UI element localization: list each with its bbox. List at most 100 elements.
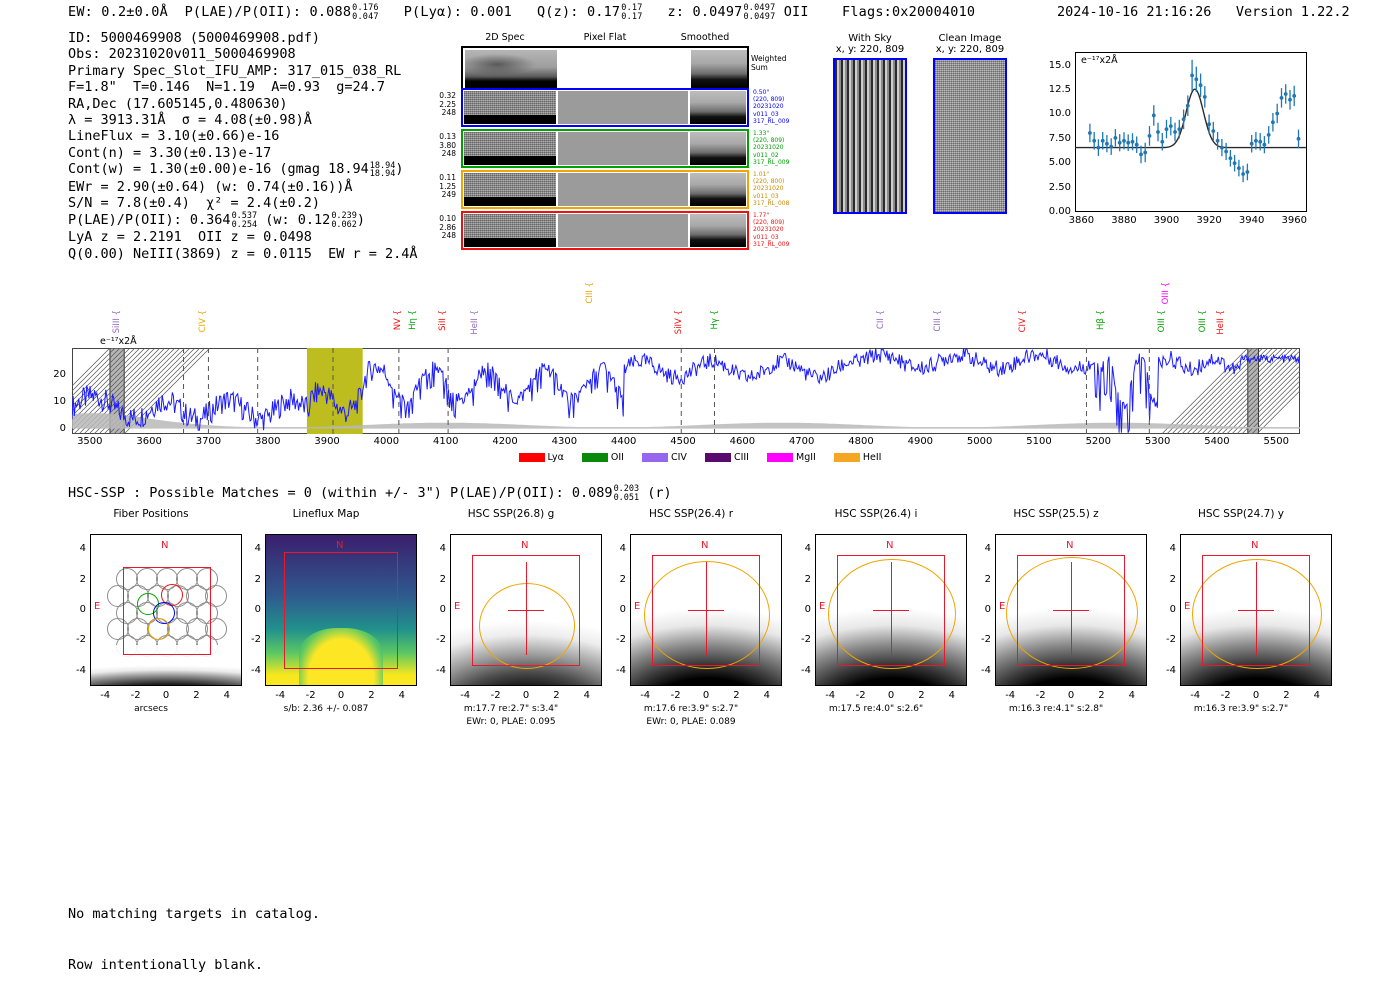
header-z-species: OII (783, 4, 809, 20)
cutout-axes (995, 534, 1147, 686)
hsc-plae-lo: 0.051 (613, 492, 640, 503)
source-ellipse (1192, 559, 1322, 669)
legend-label: OII (607, 452, 624, 463)
aperture-box (1017, 554, 1125, 666)
row-2-right-0: 1.01" (753, 171, 770, 178)
montage-row-0 (461, 88, 749, 127)
montage-col-title-pixelflat: Pixel Flat (583, 32, 627, 43)
spectrum-legend: Lyα OII CIV CIII MgII HeII (0, 452, 1400, 463)
compass-north: N (886, 540, 894, 551)
info-line-lambda-sigma: λ = 3913.31Å σ = 4.08(±0.98)Å (68, 112, 312, 129)
cutout-ytick: 2 (79, 573, 86, 585)
source-ellipse (1006, 557, 1138, 669)
cutout-xtick: -4 (1005, 690, 1016, 701)
row-2-pixelflat-image (558, 173, 688, 206)
source-info-block: ID: 5000469908 (5000469908.pdf) Obs: 202… (68, 30, 418, 262)
spectrum-xtick: 3800 (255, 436, 281, 447)
emission-line-label-OIII: OIII { (1160, 282, 1171, 305)
row-2-left-1: 1.25 (439, 181, 456, 191)
source-ellipse (644, 561, 770, 669)
montage-row-1 (461, 129, 749, 168)
info-line-lineflux: LineFlux = 3.10(±0.66)e-16 (68, 128, 280, 145)
cutout-ytick: 0 (439, 604, 446, 615)
legend-swatch (518, 453, 545, 462)
row-2-left-labels: 0.11 1.25 249 (428, 173, 456, 200)
cutout-xtick: 0 (162, 690, 170, 701)
cutout-caption-secondary: EWr: 0, PLAE: 0.095 (466, 717, 556, 727)
cutout-title: HSC SSP(26.4) i (834, 508, 918, 520)
legend-item-MgII: MgII (766, 452, 816, 463)
spectrum-xtick: 3700 (195, 436, 222, 447)
cutout-ytick: -4 (981, 664, 991, 676)
emission-line-label-Hη: Hη { (408, 310, 419, 330)
header-ew: EW: 0.2±0.0Å (68, 4, 168, 20)
source-ellipse (828, 559, 956, 669)
cutout-xtick: 4 (763, 690, 770, 701)
montage-row-3 (461, 211, 749, 250)
header-z-lo: 0.0497 (743, 11, 776, 22)
cutout-panel-0: Fiber Positions N E -4 -2 0 2 4 -4 -2 0 2 4 arcsecs (60, 508, 250, 738)
compass-north: N (161, 540, 169, 551)
row-3-left-0: 0.10 (439, 214, 456, 223)
row-0-right-3: v011_03 (753, 110, 779, 118)
cutout-ytick: 2 (804, 573, 811, 585)
cutout-axes (1180, 534, 1332, 686)
header-timestamp: 2024-10-16 21:16:26 (1057, 4, 1212, 20)
cutout-xtick: 4 (223, 690, 230, 701)
cutout-title: HSC SSP(26.8) g (467, 508, 555, 520)
compass-east: E (634, 601, 641, 612)
legend-swatch (766, 453, 793, 462)
cutout-title: Fiber Positions (113, 508, 189, 520)
crosshair-vertical (1256, 562, 1257, 655)
clean-image-image (933, 58, 1007, 214)
cutout-title: Lineflux Map (292, 508, 360, 520)
row-2-left-2: 249 (441, 190, 456, 200)
cutout-ytick: 4 (1169, 543, 1176, 555)
cutout-panel-4: HSC SSP(26.4) i N E -4 -2 0 2 4 -4 -2 0 2 4 m:17.5 re… (785, 508, 975, 738)
compass-east: E (1184, 601, 1191, 612)
hsc-headline: HSC-SSP : Possible Matches = 0 (within +… (68, 485, 672, 503)
row-3-right-2: 20231020 (753, 226, 784, 234)
row-2-smoothed-image (690, 173, 746, 206)
cutout-xtick: 2 (553, 690, 560, 701)
compass-north: N (1251, 540, 1259, 551)
spectrum-xtick: 4600 (729, 436, 756, 447)
montage-fiber-rows (455, 88, 755, 250)
info-line-id: ID: 5000469908 (5000469908.pdf) (68, 30, 320, 46)
cutout-xtick: 4 (583, 690, 590, 701)
info-line-cont-w: Cont(w) = 1.30(±0.00)e-16 (gmag 18.9418.… (68, 160, 404, 180)
cutout-ytick: 0 (619, 604, 626, 615)
row-1-right-1: (220, 809) (753, 137, 785, 145)
twod-spec-montage: 2D Spec Pixel Flat Smoothed Weighted Sum (455, 32, 787, 247)
cutout-ytick: 0 (984, 604, 991, 615)
emission-line-label-Hβ: Hβ { (1096, 310, 1107, 330)
compass-east: E (999, 601, 1006, 612)
row-3-smoothed-image (690, 214, 746, 247)
cutout-title: HSC SSP(24.7) y (1197, 508, 1284, 520)
fiber-circle-highlight (147, 618, 170, 641)
spectrum-xtick: 5500 (1263, 436, 1289, 447)
row-0-left-1: 2.25 (439, 99, 456, 109)
header-flags: Flags:0x20004010 (842, 4, 976, 20)
cutout-ytick: -2 (616, 634, 626, 646)
row-2-right-labels: 1.01" (220, 800) 20231020 v011_03 317_RL… (753, 171, 813, 207)
cutout-ytick: 4 (619, 543, 626, 555)
cutout-xtick: -2 (490, 690, 501, 701)
cutout-xtick: 2 (1098, 690, 1105, 701)
cutout-ytick: 0 (254, 604, 261, 615)
cutout-ytick: -2 (981, 634, 991, 646)
line-profile-ytick: 7.50 (1048, 132, 1071, 144)
header-qz: Q(z): 0.17 (536, 4, 621, 20)
with-sky-image (833, 58, 907, 214)
info-line-primary-spec: Primary Spec_Slot_IFU_AMP: 317_015_038_R… (68, 62, 402, 79)
info-line-plae-poii: P(LAE)/P(OII): 0.3640.537 0.254 (w: 0.120… (68, 211, 366, 230)
cutout-ytick: -4 (76, 664, 86, 676)
legend-item-CIII: CIII (704, 452, 749, 463)
cutout-ytick: -4 (436, 664, 446, 676)
crosshair-vertical (526, 562, 527, 655)
spectrum-xtick: 5300 (1144, 436, 1171, 447)
line-profile-annotation: e⁻¹⁷x2Å (1081, 55, 1118, 66)
weighted-sum-label: Weighted Sum (751, 54, 787, 72)
aperture-box (284, 551, 398, 669)
header-plya: P(Lyα): 0.001 (403, 4, 512, 20)
